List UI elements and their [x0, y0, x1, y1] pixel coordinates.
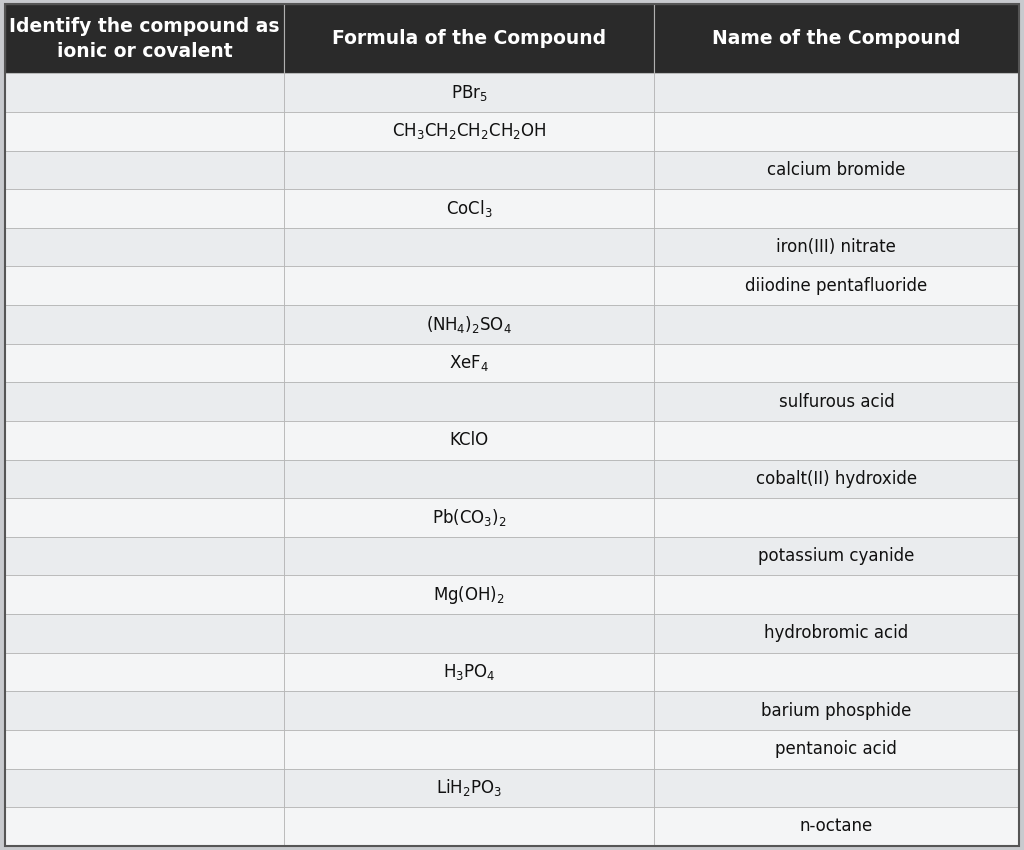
- Bar: [284, 536, 654, 575]
- Bar: [5, 343, 284, 382]
- Text: pentanoic acid: pentanoic acid: [775, 740, 897, 758]
- Bar: [5, 498, 284, 536]
- Bar: [284, 653, 654, 691]
- Bar: [5, 228, 284, 266]
- Bar: [5, 112, 284, 150]
- Bar: [284, 73, 654, 112]
- Bar: [654, 421, 1019, 460]
- Bar: [284, 768, 654, 807]
- Text: XeF$_4$: XeF$_4$: [449, 353, 488, 373]
- Text: PBr$_5$: PBr$_5$: [451, 82, 487, 103]
- Text: diiodine pentafluoride: diiodine pentafluoride: [745, 277, 928, 295]
- Bar: [5, 4, 284, 73]
- Text: Mg(OH)$_2$: Mg(OH)$_2$: [433, 584, 505, 606]
- Bar: [5, 73, 284, 112]
- Bar: [5, 614, 284, 653]
- Bar: [5, 266, 284, 305]
- Bar: [284, 691, 654, 730]
- Bar: [654, 150, 1019, 190]
- Text: cobalt(II) hydroxide: cobalt(II) hydroxide: [756, 470, 916, 488]
- Bar: [654, 305, 1019, 343]
- Text: n-octane: n-octane: [800, 818, 873, 836]
- Bar: [5, 190, 284, 228]
- Bar: [284, 150, 654, 190]
- Text: Formula of the Compound: Formula of the Compound: [332, 29, 606, 48]
- Bar: [284, 730, 654, 768]
- Text: Pb(CO$_3$)$_2$: Pb(CO$_3$)$_2$: [431, 507, 506, 528]
- Bar: [284, 575, 654, 614]
- Bar: [654, 382, 1019, 421]
- Bar: [5, 460, 284, 498]
- Bar: [654, 691, 1019, 730]
- Bar: [5, 421, 284, 460]
- Bar: [5, 768, 284, 807]
- Bar: [5, 150, 284, 190]
- Bar: [654, 536, 1019, 575]
- Bar: [5, 305, 284, 343]
- Text: iron(III) nitrate: iron(III) nitrate: [776, 238, 896, 256]
- Text: H$_3$PO$_4$: H$_3$PO$_4$: [442, 662, 496, 682]
- Text: Name of the Compound: Name of the Compound: [712, 29, 961, 48]
- Bar: [654, 575, 1019, 614]
- Bar: [5, 575, 284, 614]
- Text: KClO: KClO: [450, 431, 488, 449]
- Text: hydrobromic acid: hydrobromic acid: [764, 624, 908, 643]
- Bar: [5, 382, 284, 421]
- Text: potassium cyanide: potassium cyanide: [758, 547, 914, 565]
- Text: sulfurous acid: sulfurous acid: [778, 393, 894, 411]
- Bar: [654, 498, 1019, 536]
- Bar: [284, 498, 654, 536]
- Bar: [654, 190, 1019, 228]
- Bar: [654, 4, 1019, 73]
- Bar: [654, 343, 1019, 382]
- Bar: [284, 421, 654, 460]
- Bar: [654, 266, 1019, 305]
- Bar: [284, 266, 654, 305]
- Bar: [5, 691, 284, 730]
- Bar: [284, 190, 654, 228]
- Text: CoCl$_3$: CoCl$_3$: [445, 198, 493, 219]
- Bar: [284, 614, 654, 653]
- Bar: [654, 614, 1019, 653]
- Text: LiH$_2$PO$_3$: LiH$_2$PO$_3$: [436, 777, 502, 798]
- Bar: [654, 228, 1019, 266]
- Bar: [284, 808, 654, 846]
- Text: (NH$_4$)$_2$SO$_4$: (NH$_4$)$_2$SO$_4$: [426, 314, 512, 335]
- Bar: [5, 730, 284, 768]
- Text: CH$_3$CH$_2$CH$_2$CH$_2$OH: CH$_3$CH$_2$CH$_2$CH$_2$OH: [391, 122, 546, 141]
- Bar: [654, 460, 1019, 498]
- Bar: [284, 228, 654, 266]
- Bar: [654, 653, 1019, 691]
- Bar: [284, 305, 654, 343]
- Bar: [654, 73, 1019, 112]
- Bar: [654, 112, 1019, 150]
- Bar: [654, 768, 1019, 807]
- Bar: [284, 343, 654, 382]
- Bar: [654, 730, 1019, 768]
- Bar: [284, 460, 654, 498]
- Text: barium phosphide: barium phosphide: [761, 701, 911, 720]
- Bar: [284, 112, 654, 150]
- Text: calcium bromide: calcium bromide: [767, 161, 905, 178]
- Bar: [5, 808, 284, 846]
- Bar: [5, 653, 284, 691]
- Bar: [284, 4, 654, 73]
- Bar: [654, 808, 1019, 846]
- Bar: [284, 382, 654, 421]
- Text: Identify the compound as
ionic or covalent: Identify the compound as ionic or covale…: [9, 17, 280, 60]
- Bar: [5, 536, 284, 575]
